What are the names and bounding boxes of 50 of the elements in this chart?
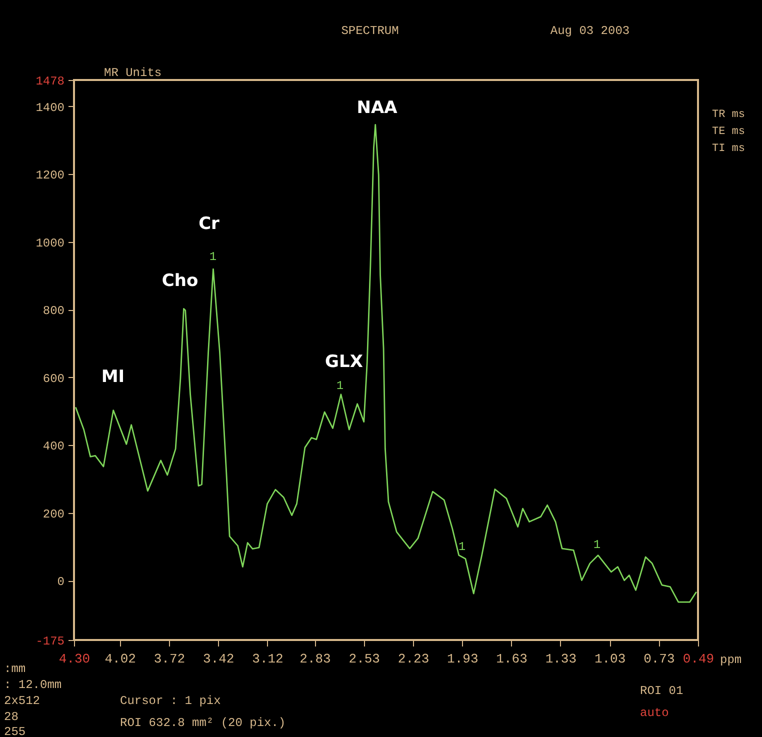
text: auto (640, 706, 669, 720)
text: : 12.0mm (4, 678, 62, 692)
annotation: GLX (325, 352, 363, 372)
x-tick-label: 0.49 (682, 652, 714, 666)
text: TR ms (712, 109, 746, 121)
annotation: Cr (198, 214, 220, 234)
line-series (74, 124, 698, 603)
x-tick-label: 4.02 (104, 652, 136, 666)
x-tick-label: 0.73 (644, 652, 675, 666)
text: TI ms (712, 143, 746, 155)
y-tick-label: 1478 (36, 74, 64, 88)
text: TE ms (712, 126, 746, 138)
text: ROI 01 (640, 684, 684, 698)
x-tick-label: 1.63 (496, 652, 528, 666)
x-tick-label: 3.42 (203, 652, 234, 666)
annotation: MI (101, 367, 125, 387)
annotation: 1 (336, 379, 344, 393)
x-axis-title: ppm (720, 653, 742, 667)
x-tick-label: 2.83 (300, 652, 331, 666)
annotation: 1 (593, 538, 601, 552)
annotation: Cho (162, 271, 198, 291)
y-tick-label: 400 (42, 440, 64, 454)
y-tick-label: 200 (42, 507, 64, 522)
annotation: 1 (209, 250, 217, 264)
y-tick-label: 1400 (36, 100, 64, 115)
x-tick-label: 3.72 (154, 652, 186, 666)
annotation: 1 (458, 540, 466, 554)
x-tick-label: 4.30 (58, 652, 90, 666)
x-tick-label: 3.12 (252, 652, 284, 666)
y-tick-label: 1200 (36, 168, 64, 183)
x-tick-label: 1.93 (447, 652, 478, 666)
x-tick-label: 2.23 (398, 652, 430, 666)
text: :mm (4, 662, 26, 676)
chart-subtitle: Aug 03 2003 (550, 24, 630, 38)
text: 255 (4, 725, 26, 737)
y-axis-title: MR Units (104, 66, 162, 80)
y-tick-label: -175 (36, 634, 64, 648)
x-tick-label: 2.53 (348, 652, 380, 666)
y-tick-label: 1000 (36, 236, 64, 250)
x-tick-label: 1.03 (594, 652, 626, 666)
annotation: NAA (356, 98, 398, 118)
y-tick-label: 600 (42, 372, 64, 386)
text: 28 (4, 710, 18, 724)
text: ROI 632.8 mm² (20 pix.) (120, 716, 286, 730)
chart-title: SPECTRUM (341, 24, 399, 38)
y-tick-label: 800 (42, 304, 64, 318)
y-tick-label: 0 (57, 575, 64, 590)
text: 2x512 (4, 694, 40, 708)
x-tick-label: 1.33 (545, 652, 577, 666)
text: Cursor : 1 pix (120, 694, 221, 708)
